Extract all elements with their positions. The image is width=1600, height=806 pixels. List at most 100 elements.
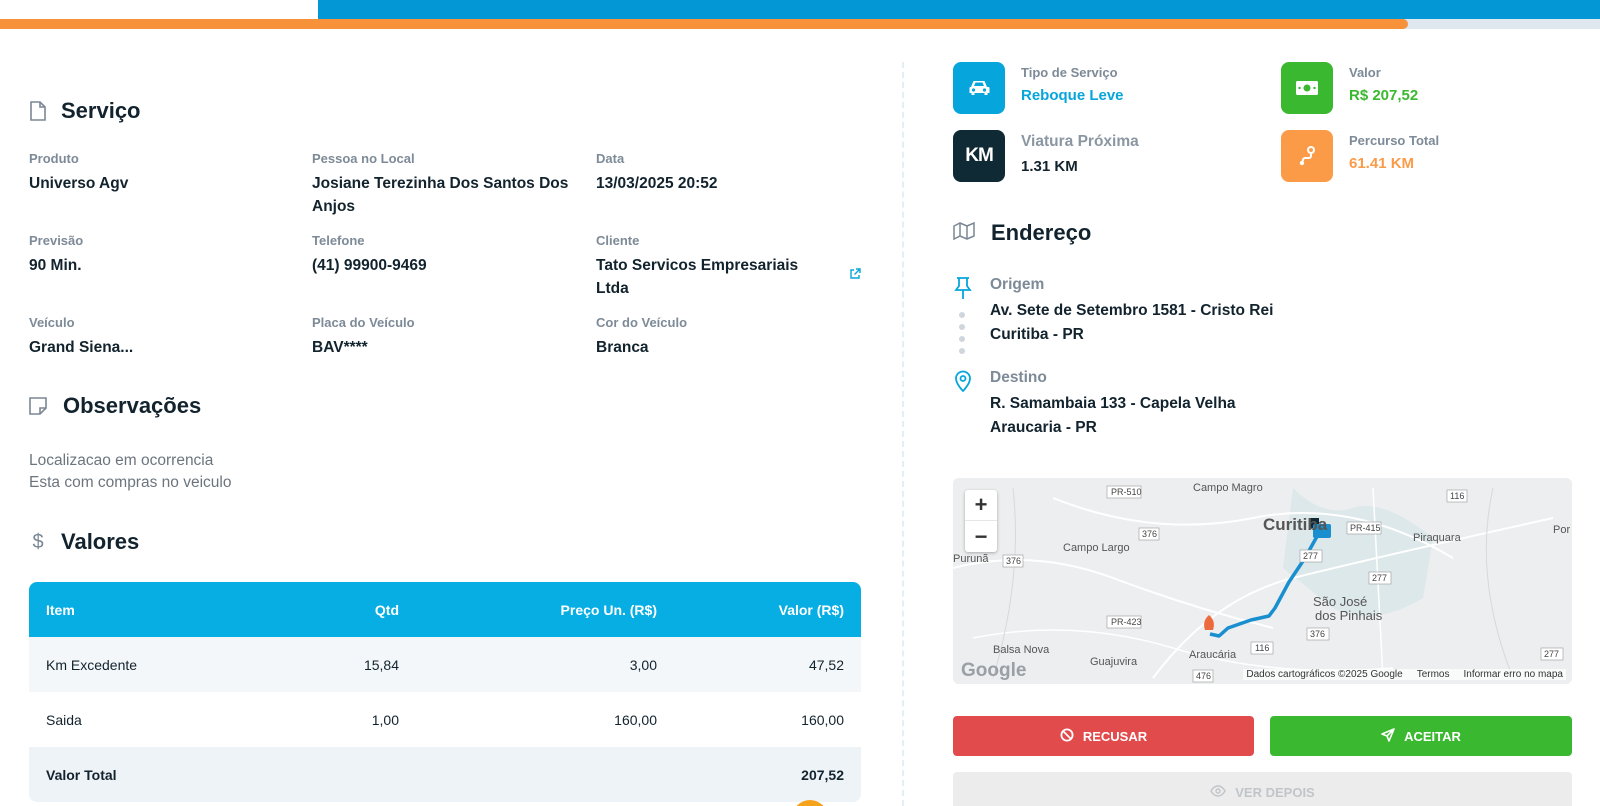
- field-phone: Telefone (41) 99900-9469: [312, 233, 582, 277]
- values-section-header: $ Valores: [29, 529, 139, 555]
- map-place-label: Guajuvira: [1090, 656, 1138, 668]
- field-value: 90 Min.: [29, 257, 82, 274]
- field-label: Previsão: [29, 233, 84, 248]
- observation-line: Localizacao em ocorrencia: [29, 452, 214, 469]
- map-road-label: PR-415: [1350, 523, 1381, 533]
- refuse-button[interactable]: RECUSAR: [953, 716, 1254, 756]
- col-header-qty: Qtd: [374, 601, 399, 618]
- col-header-item: Item: [46, 601, 75, 618]
- stat-service-type: Tipo de Serviço Reboque Leve: [953, 62, 1124, 114]
- field-value: Tato Servicos Empresariais Ltda: [596, 257, 799, 297]
- total-value: 207,52: [801, 766, 844, 783]
- location-pin-icon: [953, 369, 973, 393]
- map-zoom-control: + −: [965, 490, 997, 552]
- route-icon: [1281, 130, 1333, 182]
- map-place-label: Purunã: [953, 553, 989, 565]
- document-icon: [29, 100, 47, 122]
- refuse-label: RECUSAR: [1082, 728, 1148, 744]
- address-section-header: Endereço: [953, 220, 1091, 246]
- car-icon: [953, 62, 1005, 114]
- origin-line2: Curitiba - PR: [990, 326, 1084, 343]
- field-vehicle: Veículo Grand Siena...: [29, 315, 299, 359]
- field-label: Telefone: [312, 233, 365, 248]
- table-row: Km Excedente 15,84 3,00 47,52: [29, 637, 861, 692]
- observations-title: Observações: [63, 393, 202, 418]
- field-plate: Placa do Veículo BAV****: [312, 315, 582, 359]
- field-label: Data: [596, 151, 625, 166]
- map-road-label: 277: [1303, 551, 1318, 561]
- map-place-label: Curitiba: [1263, 515, 1328, 534]
- destination-line1: R. Samambaia 133 - Capela Velha: [990, 395, 1236, 412]
- accept-label: ACEITAR: [1404, 728, 1461, 744]
- table-total-row: Valor Total 207,52: [29, 747, 861, 802]
- destination-line2: Araucaria - PR: [990, 419, 1097, 436]
- top-header-bar: [318, 0, 1600, 19]
- field-label: Cor do Veículo: [596, 315, 688, 330]
- accept-button[interactable]: ACEITAR: [1270, 716, 1572, 756]
- field-product: Produto Universo Agv: [29, 151, 299, 195]
- field-label: Cliente: [596, 233, 640, 248]
- field-label: Placa do Veículo: [312, 315, 415, 330]
- route-map[interactable]: Campo Magro Curitiba Campo Largo Piraqua…: [953, 478, 1572, 684]
- stat-value: R$ 207,52: [1349, 87, 1419, 104]
- values-table: Item Qtd Preço Un. (R$) Valor (R$) Km Ex…: [29, 582, 861, 802]
- cell-qty: 1,00: [371, 711, 399, 728]
- map-place-label: Campo Magro: [1193, 482, 1263, 494]
- field-value: Grand Siena...: [29, 339, 134, 356]
- stat-label: Percurso Total: [1349, 133, 1440, 148]
- map-place-label: Por: [1553, 524, 1570, 536]
- total-label: Valor Total: [46, 766, 117, 783]
- field-label: Produto: [29, 151, 79, 166]
- eye-icon: [1210, 784, 1227, 800]
- cell-unit-price: 3,00: [629, 656, 657, 673]
- stat-total-route: Percurso Total 61.41 KM: [1281, 130, 1439, 182]
- origin-label: Origem: [990, 276, 1045, 293]
- zoom-out-button[interactable]: −: [974, 523, 988, 549]
- map-attribution: Dados cartográficos ©2025 Google Termos …: [1243, 669, 1566, 680]
- map-road-label: 376: [1142, 529, 1157, 539]
- money-icon: [1281, 62, 1333, 114]
- field-value: BAV****: [312, 339, 368, 356]
- external-link-icon[interactable]: [849, 267, 863, 281]
- map-icon: [953, 221, 977, 246]
- progress-fill: [0, 19, 1408, 29]
- stat-label: Viatura Próxima: [1021, 133, 1139, 150]
- field-label: Pessoa no Local: [312, 151, 415, 166]
- view-later-button[interactable]: VER DEPOIS: [953, 772, 1572, 806]
- map-place-label: Balsa Nova: [993, 644, 1050, 656]
- cell-item: Km Excedente: [46, 656, 138, 673]
- pin-icon: [953, 276, 973, 300]
- send-icon: [1381, 727, 1395, 745]
- service-title: Serviço: [61, 98, 141, 123]
- route-dots: [959, 312, 965, 360]
- cell-qty: 15,84: [363, 656, 399, 673]
- map-road-label: PR-510: [1111, 487, 1142, 497]
- field-value: (41) 99900-9469: [312, 257, 427, 274]
- destination-label: Destino: [990, 369, 1047, 386]
- column-divider: [902, 62, 904, 806]
- map-report-link[interactable]: Informar erro no mapa: [1463, 669, 1564, 680]
- zoom-in-button[interactable]: +: [965, 490, 997, 521]
- stat-label: Valor: [1349, 65, 1381, 80]
- map-road-label: 116: [1450, 491, 1464, 501]
- map-data-attribution: Dados cartográficos ©2025 Google: [1246, 669, 1403, 680]
- map-road-label: 476: [1196, 671, 1211, 681]
- service-section-header: Serviço: [29, 98, 141, 124]
- field-person-on-site: Pessoa no Local Josiane Terezinha Dos Sa…: [312, 151, 582, 218]
- google-logo: Google: [961, 660, 1027, 681]
- dollar-icon: $: [32, 530, 44, 553]
- note-icon: [29, 395, 47, 417]
- field-client: Cliente Tato Servicos Empresariais Ltda: [596, 233, 826, 300]
- stat-value: 61.41 KM: [1349, 155, 1415, 172]
- map-road-label: 277: [1544, 649, 1559, 659]
- map-road-label: 376: [1006, 556, 1021, 566]
- floating-action-button[interactable]: [792, 800, 828, 806]
- map-terms-link[interactable]: Termos: [1416, 669, 1450, 680]
- stat-label: Tipo de Serviço: [1021, 65, 1118, 80]
- view-later-label: VER DEPOIS: [1235, 784, 1315, 800]
- origin-line1: Av. Sete de Setembro 1581 - Cristo Rei: [990, 302, 1274, 319]
- address-title: Endereço: [991, 220, 1092, 245]
- table-header: Item Qtd Preço Un. (R$) Valor (R$): [29, 582, 861, 637]
- map-place-label: Araucária: [1189, 649, 1237, 661]
- stat-amount: Valor R$ 207,52: [1281, 62, 1418, 114]
